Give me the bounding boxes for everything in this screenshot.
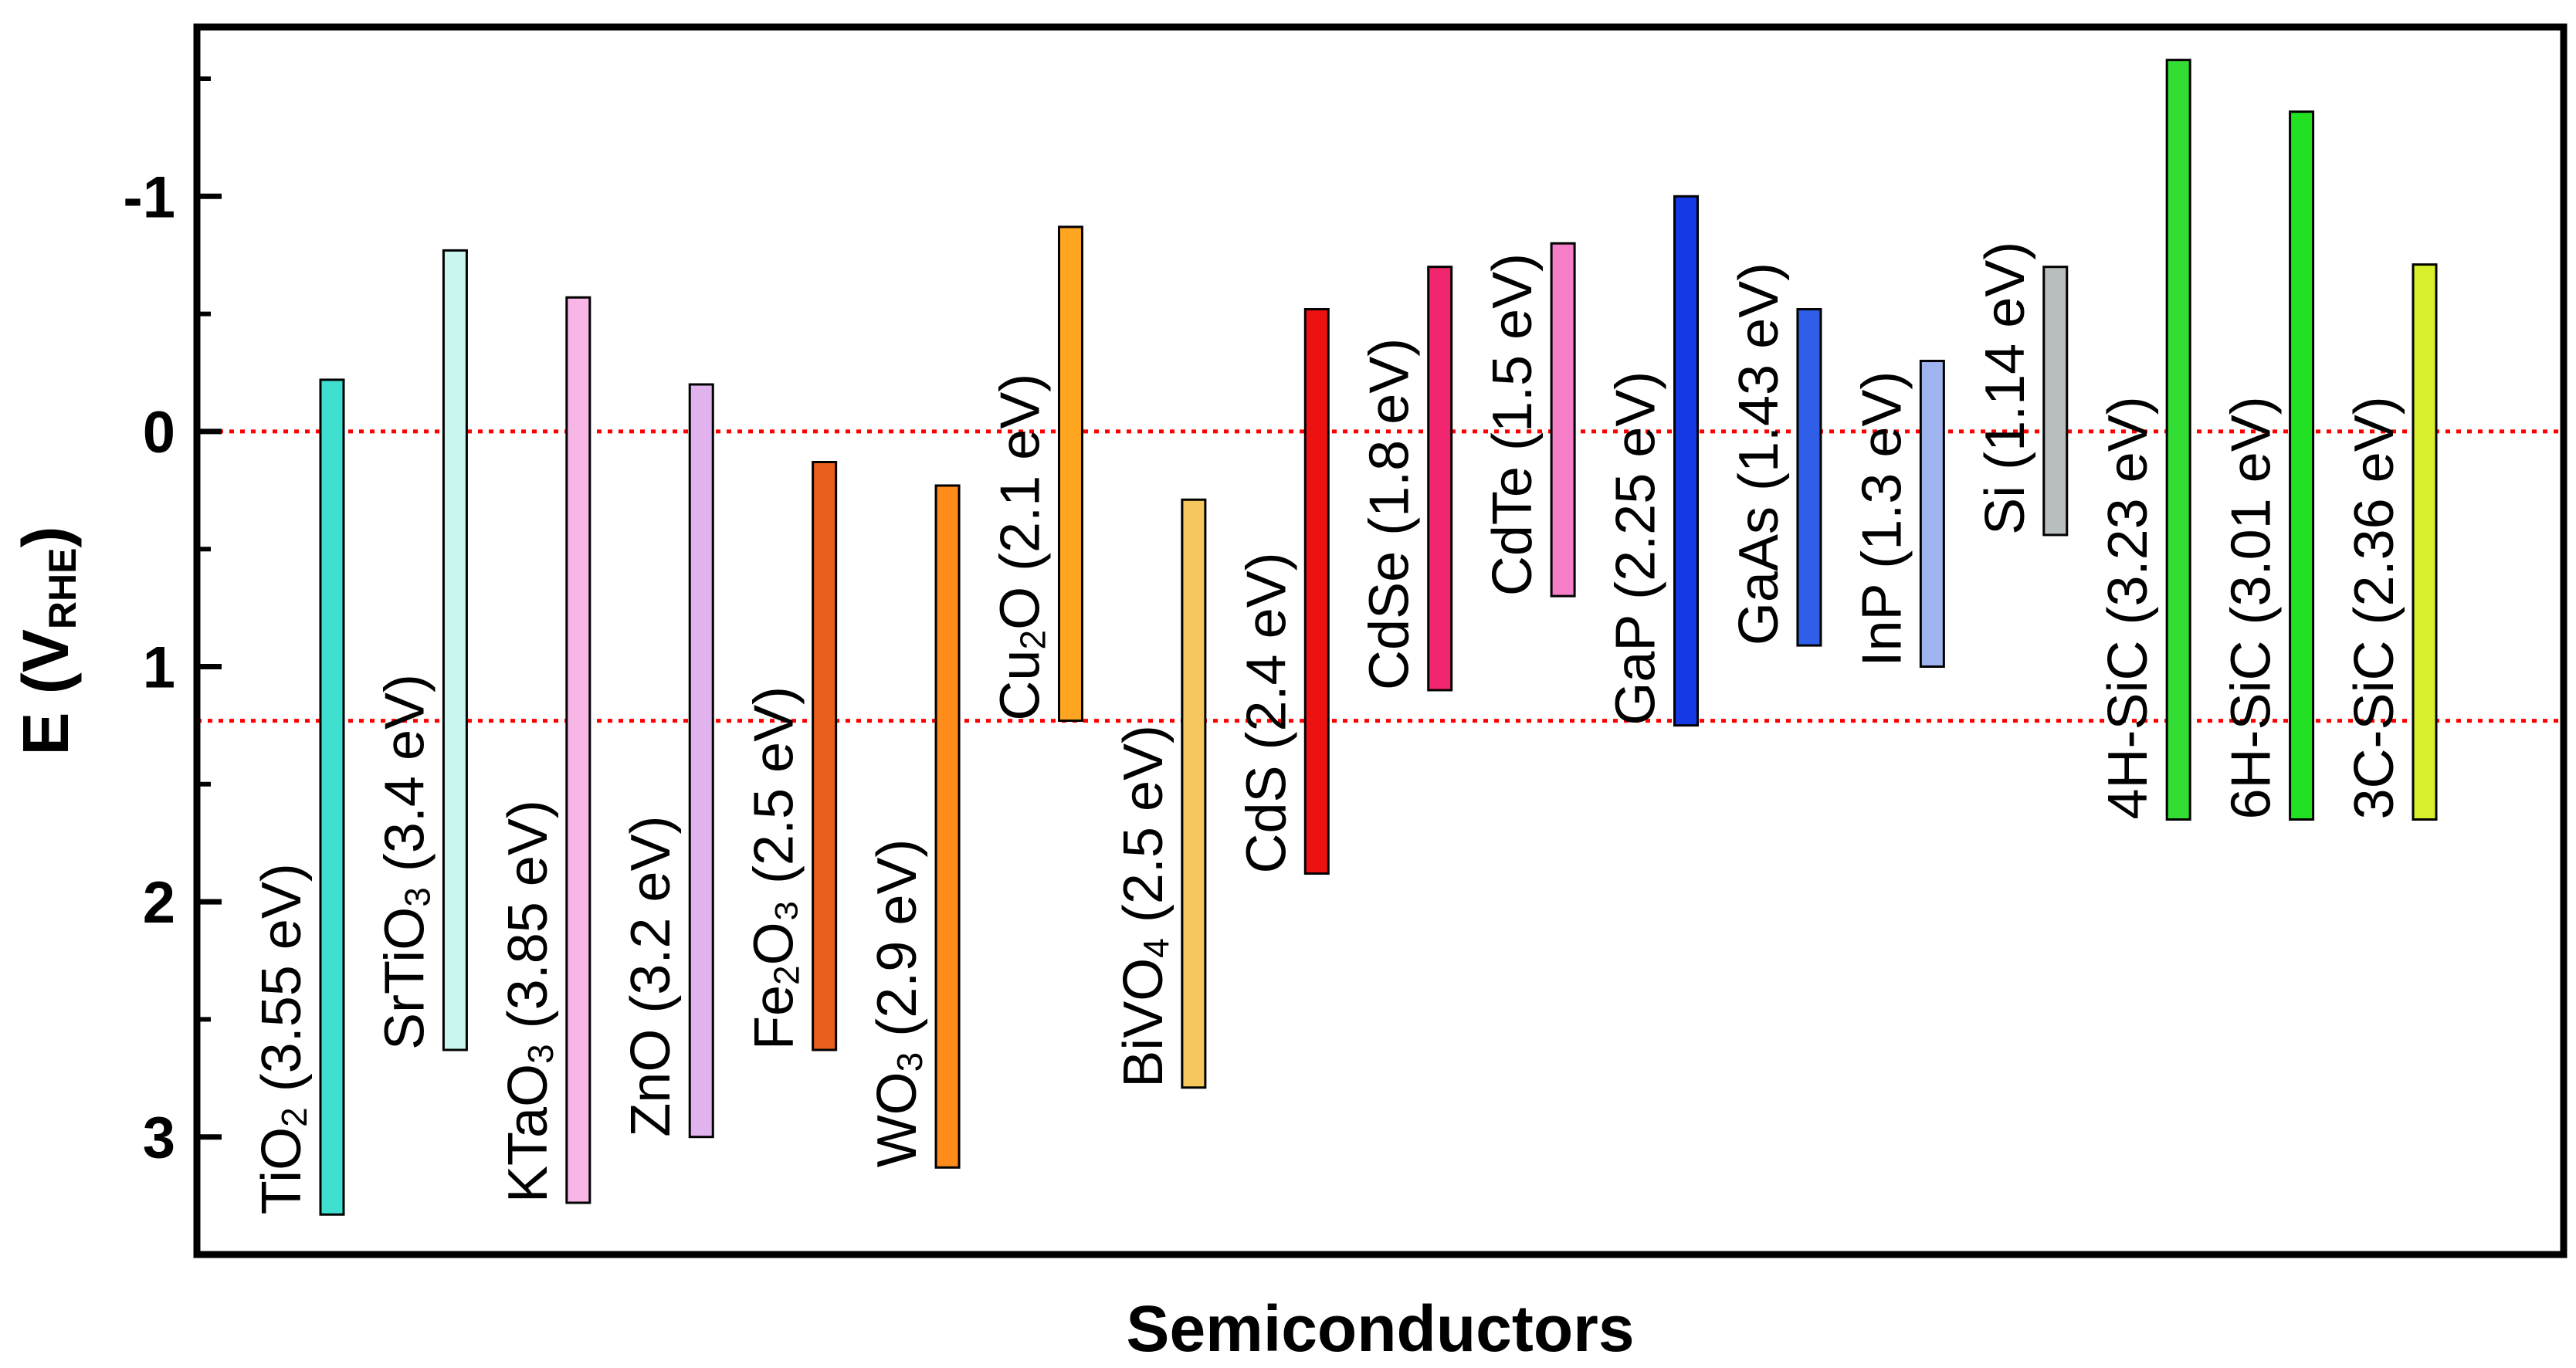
label-subscript: 3 [397, 887, 437, 907]
y-tick-label: 1 [143, 635, 175, 701]
label-band-gap: (1.43 eV) [1728, 262, 1790, 506]
label-band-gap: (1.5 eV) [1482, 253, 1544, 466]
semiconductor-label-cdse: CdSe (1.8 eV) [1359, 338, 1421, 690]
band-bar-6h-sic [2289, 110, 2315, 821]
label-band-gap: (3.55 eV) [251, 863, 313, 1107]
label-band-gap: O₃ (2.5 eV) [744, 686, 805, 965]
band-bar-inp [1919, 360, 1945, 669]
y-tick-label: 3 [143, 1106, 175, 1171]
label-subscript: 4 [1136, 938, 1176, 958]
label-band-gap: (3.85 eV) [497, 800, 559, 1044]
band-bar-gap [1673, 195, 1700, 727]
semiconductor-label-cds: CdS (2.4 eV) [1235, 552, 1297, 873]
y-axis-title-main: E (V [9, 629, 82, 755]
semiconductor-label-cu2o: Cu2O (2.1 eV) [989, 374, 1052, 721]
label-band-gap: (2.36 eV) [2344, 396, 2405, 640]
label-band-gap: (1.3 eV) [1851, 371, 1913, 584]
label-formula: 4H-SiC [2097, 640, 2159, 819]
label-formula: InP [1851, 584, 1913, 667]
label-band-gap: (1.8 eV) [1359, 338, 1421, 551]
semiconductor-label-tio2: TiO2 (3.55 eV) [251, 863, 314, 1214]
y-tick-label: 2 [143, 870, 175, 936]
label-subscript: 3 [890, 1052, 930, 1072]
band-bar-4h-sic [2165, 59, 2191, 821]
semiconductor-label-gaas: GaAs (1.43 eV) [1728, 262, 1790, 645]
label-band-gap: (2.5 eV) [1113, 725, 1174, 938]
y-axis-title-subscript: RHE [41, 548, 84, 630]
semiconductor-label-inp: InP (1.3 eV) [1851, 371, 1913, 667]
band-bar-wo3 [934, 484, 961, 1169]
label-formula: TiO [251, 1127, 313, 1214]
axes-layer: -1 0 1 2 3 [123, 23, 2568, 1258]
semiconductor-label-wo3: WO3 (2.9 eV) [866, 839, 930, 1168]
label-formula: ZnO [620, 1029, 682, 1137]
semiconductor-label-zno: ZnO (3.2 eV) [620, 816, 682, 1137]
label-band-gap: (2.9 eV) [866, 839, 928, 1052]
band-bars-layer [319, 59, 2438, 1216]
semiconductor-label-fe2o3: Fe2O₃ (2.5 eV) [744, 686, 807, 1050]
band-bar-gaas [1796, 308, 1822, 647]
label-band-gap: (3.23 eV) [2097, 396, 2159, 640]
label-band-gap: O (2.1 eV) [989, 374, 1051, 630]
y-tick-label: -1 [123, 164, 175, 230]
y-axis-title-close: ) [9, 527, 82, 548]
band-bar-tio2 [319, 378, 345, 1216]
label-subscript: 2 [767, 965, 807, 985]
semiconductor-labels-layer: TiO2 (3.55 eV) SrTiO3 (3.4 eV)KTaO3 (3.85… [251, 242, 2405, 1214]
label-formula: CdTe [1482, 466, 1544, 596]
label-band-gap: (3.4 eV) [374, 674, 436, 887]
y-axis-title: E (VRHE) [9, 527, 84, 756]
label-subscript: 2 [1012, 630, 1052, 650]
label-formula: Cu [989, 650, 1051, 721]
label-formula: KTaO [497, 1064, 559, 1203]
label-formula: 3C-SiC [2344, 640, 2405, 819]
semiconductor-label-si: Si (1.14 eV) [1974, 242, 2036, 535]
label-formula: GaP [1605, 615, 1667, 726]
band-bar-cdse [1427, 266, 1453, 692]
semiconductor-label-6h-sic: 6H-SiC (3.01 eV) [2221, 396, 2283, 819]
band-bar-zno [688, 383, 714, 1139]
band-bar-si [2042, 266, 2069, 537]
label-band-gap: (3.01 eV) [2221, 396, 2283, 640]
semiconductor-label-ktao3: KTaO3 (3.85 eV) [497, 800, 561, 1203]
label-formula: 6H-SiC [2221, 640, 2283, 819]
band-bar-3c-sic [2412, 263, 2438, 821]
label-band-gap: (2.4 eV) [1235, 552, 1297, 765]
label-formula: BiVO [1113, 958, 1174, 1088]
band-bar-ktao3 [565, 296, 591, 1204]
label-formula: CdS [1235, 765, 1297, 873]
label-band-gap: (3.2 eV) [620, 816, 682, 1029]
x-axis-title: Semiconductors [1126, 1292, 1634, 1365]
label-formula: WO [866, 1072, 928, 1167]
label-formula: Fe [744, 985, 805, 1050]
label-band-gap: (1.14 eV) [1974, 242, 2036, 486]
semiconductor-label-srtio3: SrTiO3 (3.4 eV) [374, 674, 437, 1050]
band-bar-cds [1303, 308, 1330, 875]
band-bar-fe2o3 [812, 461, 838, 1051]
label-formula: CdSe [1359, 551, 1421, 690]
plot-frame [193, 23, 2568, 1258]
label-subscript: 3 [520, 1044, 561, 1064]
semiconductor-label-cdte: CdTe (1.5 eV) [1482, 253, 1544, 596]
semiconductor-label-4h-sic: 4H-SiC (3.23 eV) [2097, 396, 2159, 819]
band-bar-bivo4 [1181, 498, 1207, 1089]
label-formula: GaAs [1728, 506, 1790, 645]
semiconductor-label-gap: GaP (2.25 eV) [1605, 371, 1667, 726]
label-formula: SrTiO [374, 907, 436, 1050]
label-subscript: 2 [274, 1107, 314, 1127]
label-band-gap: (2.25 eV) [1605, 371, 1667, 615]
band-bar-cdte [1550, 242, 1576, 598]
band-bar-srtio3 [442, 249, 468, 1051]
label-formula: Si [1974, 486, 2036, 535]
semiconductor-label-3c-sic: 3C-SiC (2.36 eV) [2344, 396, 2405, 819]
band-bar-cu2o [1057, 225, 1083, 723]
y-tick-label: 0 [143, 400, 175, 466]
semiconductor-label-bivo4: BiVO4 (2.5 eV) [1113, 725, 1176, 1088]
